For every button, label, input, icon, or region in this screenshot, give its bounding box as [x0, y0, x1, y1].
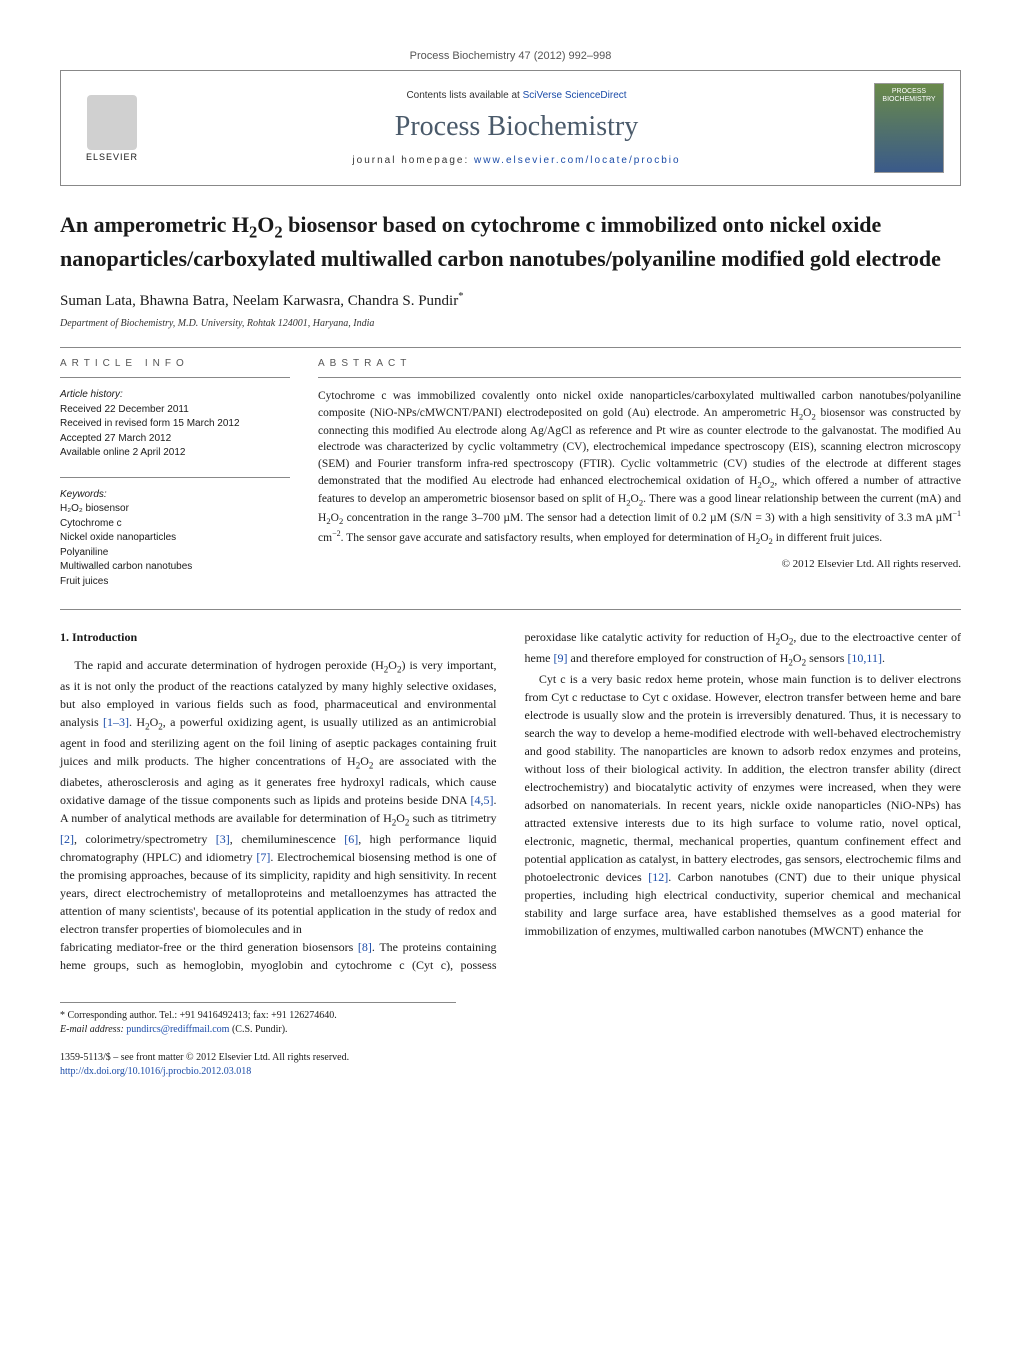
footer-rights: 1359-5113/$ – see front matter © 2012 El… [60, 1051, 961, 1079]
doi-link[interactable]: http://dx.doi.org/10.1016/j.procbio.2012… [60, 1066, 251, 1077]
abstract-copyright: © 2012 Elsevier Ltd. All rights reserved… [318, 558, 961, 570]
sciencedirect-link[interactable]: SciVerse ScienceDirect [523, 90, 627, 101]
homepage-prefix: journal homepage: [352, 155, 474, 166]
cover-title-1: PROCESS [892, 88, 926, 96]
journal-homepage: journal homepage: www.elsevier.com/locat… [159, 155, 874, 166]
article-history: Article history: Received 22 December 20… [60, 388, 290, 461]
footer-corresponding: * Corresponding author. Tel.: +91 941649… [60, 1002, 456, 1037]
cover-title-2: BIOCHEMISTRY [882, 96, 935, 104]
elsevier-tree-icon [87, 95, 137, 150]
article-title: An amperometric H2O2 biosensor based on … [60, 210, 961, 273]
history-line: Received 22 December 2011 [60, 403, 290, 418]
elsevier-logo: ELSEVIER [77, 88, 147, 168]
introduction-heading: 1. Introduction [60, 628, 497, 646]
history-line: Received in revised form 15 March 2012 [60, 417, 290, 432]
contents-prefix: Contents lists available at [406, 90, 522, 101]
divider-rule [60, 609, 961, 610]
divider-rule [60, 347, 961, 348]
keyword: Fruit juices [60, 575, 290, 590]
body-paragraph: Cyt c is a very basic redox heme protein… [525, 670, 962, 940]
history-label: Article history: [60, 388, 290, 403]
history-line: Available online 2 April 2012 [60, 446, 290, 461]
keyword: Polyaniline [60, 546, 290, 561]
email-suffix: (C.S. Pundir). [229, 1024, 287, 1035]
journal-header: ELSEVIER Contents lists available at Sci… [60, 70, 961, 186]
article-info-label: article info [60, 358, 290, 369]
keywords-block: Keywords: H₂O₂ biosensor Cytochrome c Ni… [60, 488, 290, 590]
keyword: Nickel oxide nanoparticles [60, 531, 290, 546]
body-paragraph: The rapid and accurate determination of … [60, 656, 497, 938]
history-line: Accepted 27 March 2012 [60, 432, 290, 447]
journal-cover-thumbnail: PROCESS BIOCHEMISTRY [874, 83, 944, 173]
rights-line: 1359-5113/$ – see front matter © 2012 El… [60, 1051, 961, 1065]
divider-rule [60, 477, 290, 478]
contents-available-line: Contents lists available at SciVerse Sci… [159, 90, 874, 101]
homepage-link[interactable]: www.elsevier.com/locate/procbio [474, 155, 681, 166]
keyword: H₂O₂ biosensor [60, 502, 290, 517]
elsevier-label: ELSEVIER [86, 152, 138, 162]
body-columns: 1. Introduction The rapid and accurate d… [60, 628, 961, 974]
journal-title: Process Biochemistry [159, 111, 874, 143]
corresponding-author: * Corresponding author. Tel.: +91 941649… [60, 1009, 456, 1023]
keyword: Cytochrome c [60, 517, 290, 532]
affiliation: Department of Biochemistry, M.D. Univers… [60, 318, 961, 329]
divider-rule [318, 377, 961, 378]
divider-rule [60, 377, 290, 378]
email-label: E-mail address: [60, 1024, 126, 1035]
author-list: Suman Lata, Bhawna Batra, Neelam Karwasr… [60, 291, 961, 310]
keyword: Multiwalled carbon nanotubes [60, 560, 290, 575]
abstract-label: abstract [318, 358, 961, 369]
keywords-label: Keywords: [60, 488, 290, 503]
email-link[interactable]: pundircs@rediffmail.com [126, 1024, 229, 1035]
top-citation: Process Biochemistry 47 (2012) 992–998 [60, 50, 961, 62]
abstract-text: Cytochrome c was immobilized covalently … [318, 388, 961, 547]
